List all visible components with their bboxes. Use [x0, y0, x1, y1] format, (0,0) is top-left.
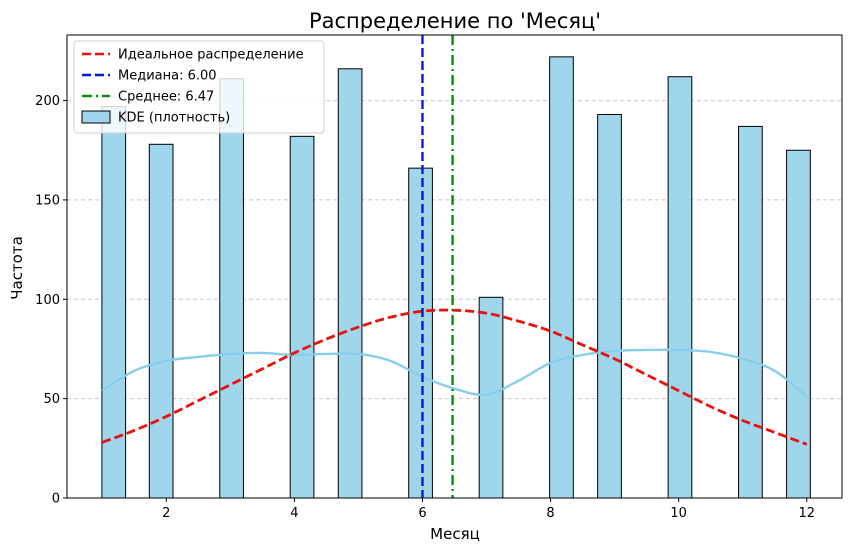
- x-tick-label: 2: [162, 506, 170, 521]
- histogram-bars: [101, 56, 811, 499]
- histogram-bar: [337, 68, 363, 499]
- x-tick-label: 10: [670, 506, 687, 521]
- histogram-bar: [478, 296, 504, 499]
- y-tick-label: 150: [35, 193, 60, 208]
- histogram-bar: [786, 149, 811, 499]
- histogram-bar: [549, 56, 574, 499]
- histogram-bar: [597, 113, 622, 499]
- plot-frame: [66, 34, 843, 499]
- y-tick-label: 0: [52, 492, 60, 507]
- y-tick-label: 200: [35, 94, 60, 109]
- ideal-distribution-line: [101, 308, 808, 446]
- legend-label: KDE (плотность): [118, 111, 230, 126]
- series-lines: [101, 35, 808, 498]
- x-axis-title: Месяц: [430, 525, 480, 543]
- histogram-bar: [667, 76, 693, 499]
- y-tick-label: 100: [35, 293, 60, 308]
- legend-label: Идеальное распределение: [118, 48, 304, 63]
- histogram-bar: [101, 106, 127, 499]
- y-axis-title: Частота: [8, 236, 26, 300]
- x-tick-label: 6: [418, 506, 426, 521]
- histogram-bar: [408, 167, 433, 499]
- axes: 2 4 6 8 10 12 0 50 100 150 200: [35, 94, 815, 521]
- kde-density-line: [101, 348, 808, 398]
- histogram-bar: [738, 125, 763, 499]
- x-tick-label: 4: [290, 506, 298, 521]
- histogram-bar: [219, 78, 244, 499]
- legend-label: Среднее: 6.47: [118, 90, 214, 105]
- histogram-bar: [289, 135, 315, 499]
- legend-swatch: [81, 110, 111, 124]
- legend: Идеальное распределение Медиана: 6.00 Сред…: [73, 40, 325, 134]
- y-tick-label: 50: [43, 392, 60, 407]
- histogram-bar: [148, 143, 174, 499]
- legend-label: Медиана: 6.00: [118, 69, 217, 84]
- x-tick-label: 8: [546, 506, 554, 521]
- chart-title: Распределение по 'Месяц': [309, 9, 601, 33]
- legend-box: [73, 40, 325, 134]
- x-tick-label: 12: [798, 506, 815, 521]
